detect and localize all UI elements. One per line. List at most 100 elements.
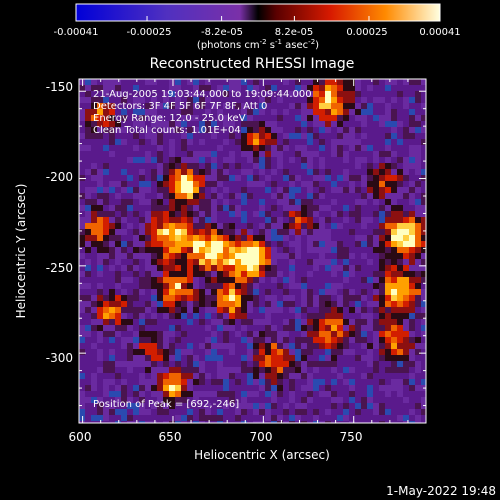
- image-pixel: [139, 91, 145, 97]
- image-pixel: [169, 361, 175, 367]
- image-pixel: [331, 217, 337, 223]
- image-pixel: [223, 79, 229, 85]
- image-pixel: [169, 121, 175, 127]
- image-pixel: [367, 307, 373, 313]
- image-pixel: [325, 361, 331, 367]
- image-pixel: [361, 193, 367, 199]
- image-pixel: [259, 241, 265, 247]
- image-pixel: [379, 271, 385, 277]
- image-pixel: [409, 355, 415, 361]
- image-pixel: [295, 343, 301, 349]
- image-pixel: [301, 229, 307, 235]
- image-pixel: [295, 313, 301, 319]
- image-pixel: [217, 85, 223, 91]
- image-pixel: [391, 313, 397, 319]
- image-pixel: [277, 127, 283, 133]
- image-pixel: [79, 163, 85, 169]
- image-pixel: [139, 115, 145, 121]
- image-pixel: [223, 277, 229, 283]
- image-pixel: [319, 157, 325, 163]
- image-pixel: [259, 139, 265, 145]
- image-pixel: [343, 253, 349, 259]
- image-pixel: [79, 337, 85, 343]
- image-pixel: [151, 379, 157, 385]
- image-pixel: [121, 343, 127, 349]
- image-pixel: [331, 289, 337, 295]
- image-pixel: [331, 211, 337, 217]
- image-pixel: [391, 175, 397, 181]
- image-pixel: [97, 271, 103, 277]
- image-pixel: [169, 241, 175, 247]
- image-pixel: [421, 97, 426, 103]
- image-pixel: [343, 175, 349, 181]
- image-pixel: [133, 355, 139, 361]
- image-pixel: [277, 385, 283, 391]
- image-pixel: [115, 271, 121, 277]
- image-pixel: [199, 343, 205, 349]
- image-pixel: [373, 133, 379, 139]
- image-pixel: [289, 91, 295, 97]
- image-pixel: [181, 391, 187, 397]
- image-pixel: [367, 331, 373, 337]
- image-pixel: [319, 421, 325, 423]
- image-pixel: [133, 337, 139, 343]
- image-pixel: [271, 373, 277, 379]
- image-pixel: [271, 97, 277, 103]
- image-pixel: [301, 235, 307, 241]
- image-pixel: [307, 211, 313, 217]
- image-pixel: [391, 223, 397, 229]
- image-pixel: [223, 397, 229, 403]
- image-pixel: [85, 79, 91, 85]
- image-pixel: [343, 259, 349, 265]
- image-pixel: [337, 109, 343, 115]
- image-pixel: [367, 223, 373, 229]
- image-pixel: [247, 127, 253, 133]
- image-pixel: [295, 163, 301, 169]
- image-pixel: [163, 283, 169, 289]
- image-pixel: [373, 253, 379, 259]
- image-pixel: [385, 313, 391, 319]
- image-pixel: [151, 421, 157, 423]
- image-pixel: [373, 181, 379, 187]
- image-pixel: [127, 349, 133, 355]
- image-pixel: [151, 109, 157, 115]
- image-pixel: [211, 139, 217, 145]
- image-pixel: [91, 403, 97, 409]
- image-pixel: [199, 313, 205, 319]
- image-pixel: [229, 139, 235, 145]
- image-pixel: [187, 349, 193, 355]
- image-pixel: [277, 259, 283, 265]
- image-pixel: [337, 247, 343, 253]
- image-pixel: [145, 217, 151, 223]
- image-pixel: [199, 355, 205, 361]
- image-pixel: [349, 301, 355, 307]
- image-pixel: [301, 121, 307, 127]
- image-pixel: [403, 397, 409, 403]
- image-pixel: [211, 403, 217, 409]
- image-pixel: [289, 211, 295, 217]
- image-pixel: [343, 367, 349, 373]
- image-pixel: [367, 85, 373, 91]
- image-pixel: [211, 85, 217, 91]
- image-pixel: [187, 391, 193, 397]
- image-pixel: [331, 133, 337, 139]
- image-pixel: [205, 241, 211, 247]
- image-pixel: [259, 91, 265, 97]
- image-pixel: [223, 283, 229, 289]
- image-pixel: [97, 325, 103, 331]
- image-pixel: [367, 421, 373, 423]
- image-pixel: [253, 289, 259, 295]
- image-pixel: [91, 127, 97, 133]
- image-pixel: [85, 127, 91, 133]
- colorbar-labels: -0.00041 -0.00025 -8.2e-05 8.2e-05 0.000…: [54, 27, 461, 38]
- image-pixel: [175, 85, 181, 91]
- image-pixel: [193, 409, 199, 415]
- image-pixel: [223, 319, 229, 325]
- image-pixel: [283, 343, 289, 349]
- image-pixel: [241, 289, 247, 295]
- image-pixel: [115, 103, 121, 109]
- image-pixel: [319, 109, 325, 115]
- image-pixel: [397, 361, 403, 367]
- image-pixel: [217, 217, 223, 223]
